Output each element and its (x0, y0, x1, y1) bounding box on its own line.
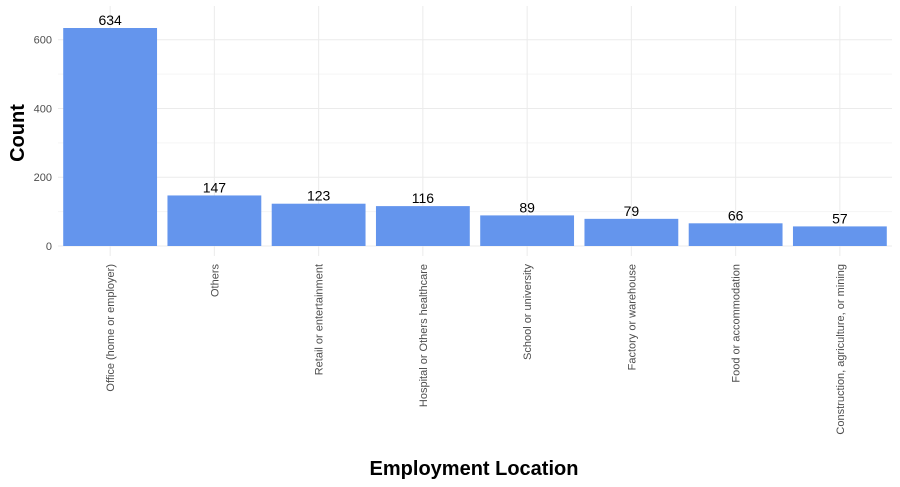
x-tick-label: Others (209, 264, 221, 298)
bar (792, 226, 887, 246)
x-tick-label: Food or accommodation (731, 264, 743, 383)
x-tick-label: Hospital or Others healthcare (418, 264, 430, 407)
bar (167, 195, 262, 246)
x-tick-label: Construction, agriculture, or mining (835, 264, 847, 435)
bar (375, 206, 470, 246)
y-axis-ticks: 0 200 400 600 (34, 35, 52, 253)
grid-lines (58, 6, 892, 256)
y-tick-label: 600 (34, 35, 52, 47)
bar-value-label: 57 (832, 210, 848, 226)
y-tick-label: 0 (46, 241, 52, 253)
bar (584, 218, 679, 246)
bar-value-label: 79 (624, 203, 640, 219)
data-labels: 634 147 123 116 89 79 66 57 (98, 12, 847, 226)
bar (63, 28, 158, 246)
bar (480, 215, 575, 246)
bar-value-label: 634 (98, 12, 122, 28)
y-tick-label: 200 (34, 172, 52, 184)
bars (63, 28, 887, 246)
bar (688, 223, 783, 246)
x-tick-label: Retail or entertainment (314, 264, 326, 375)
bar-value-label: 147 (203, 179, 227, 195)
x-tick-label: School or university (522, 264, 534, 360)
x-axis-ticks: Office (home or employer) Others Retail or… (105, 264, 847, 435)
y-tick-label: 400 (34, 103, 52, 115)
x-tick-label: Factory or warehouse (626, 264, 638, 370)
bar-value-label: 66 (728, 207, 744, 223)
x-tick-label: Office (home or employer) (105, 264, 117, 392)
bar (271, 203, 366, 246)
bar-value-label: 89 (519, 199, 535, 215)
bar-value-label: 116 (412, 190, 435, 206)
x-axis-title: Employment Location (370, 458, 579, 480)
bar-value-label: 123 (307, 188, 331, 204)
y-axis-title: Count (7, 104, 29, 162)
